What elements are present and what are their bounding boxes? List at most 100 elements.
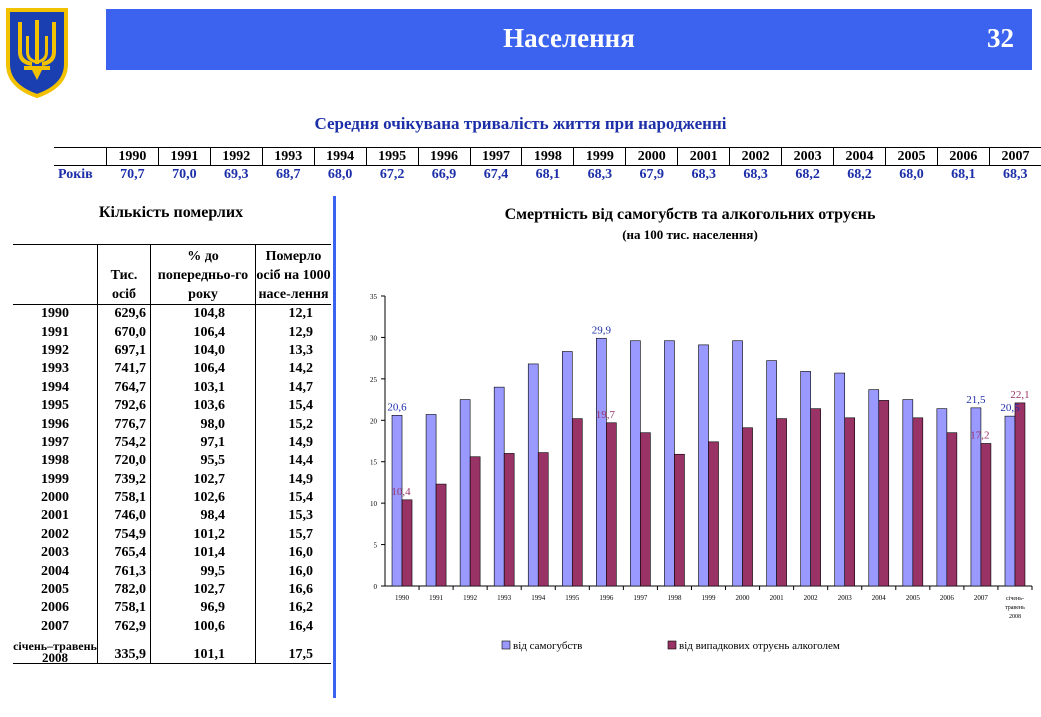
bar-series-1: [1004, 415, 1016, 587]
life-expectancy-table: 1990 1991 1992 1993 1994 1995 1996 1997 1998 1999…: [54, 147, 1041, 183]
row-percent: 99,5: [150, 562, 256, 581]
row-rate: 16,0: [255, 544, 331, 563]
life-expectancy-year: 1992: [209, 147, 263, 166]
x-tick-label: 1997: [633, 594, 648, 602]
deaths-header-year: [13, 244, 98, 305]
bar-series-1: [527, 363, 539, 587]
life-expectancy-value: 68,3: [743, 166, 768, 182]
bar-series-1: [902, 399, 914, 587]
deaths-table-row: 2005 782,0 102,7 16,6: [13, 580, 331, 600]
life-expectancy-value: 68,1: [951, 166, 976, 182]
data-label: 17,2: [970, 429, 989, 441]
row-rate: 14,9: [255, 433, 331, 453]
legend-label: від випадкових отруєнь алкоголем: [679, 640, 840, 652]
x-tick-label: 2004: [872, 594, 887, 602]
row-period-label: січень–травень: [13, 639, 97, 654]
row-year: 2002: [41, 526, 69, 542]
bar-series-1: [732, 340, 743, 587]
section-divider: [333, 196, 336, 698]
row-thousands: 754,9: [97, 525, 151, 545]
row-year: 1990: [41, 306, 69, 322]
deaths-table-row: 1997 754,2 97,1 14,9: [13, 433, 331, 453]
bar-series-2: [640, 432, 651, 587]
row-percent: 98,0: [150, 415, 256, 434]
bar-series-1: [596, 337, 607, 587]
data-label: 22,1: [1010, 389, 1029, 401]
row-percent: 101,1: [150, 636, 256, 665]
x-tick-label: 1999: [702, 594, 717, 602]
life-expectancy-year: 1995: [365, 147, 419, 166]
row-year: 1993: [41, 361, 69, 377]
row-rate: 16,2: [255, 599, 331, 618]
deaths-table-title: Кількість померлих: [98, 204, 244, 221]
bar-series-1: [664, 340, 675, 587]
row-percent: 100,6: [150, 617, 256, 637]
deaths-table-row: 1993 741,7 106,4 14,2: [13, 360, 331, 379]
bar-series-2: [503, 453, 515, 587]
row-year: 2003: [41, 545, 69, 561]
life-expectancy-year: 2002: [729, 147, 782, 166]
row-year: січень–травень 2008: [13, 636, 98, 664]
deaths-table-row: 2006 758,1 96,9 16,2: [13, 599, 331, 618]
bar-series-2: [435, 483, 447, 587]
data-label: 29,9: [592, 324, 612, 336]
bar-series-2: [912, 417, 924, 587]
y-tick-label: 25: [370, 376, 378, 384]
row-thousands: 741,7: [97, 360, 151, 379]
row-rate: 12,1: [255, 304, 331, 324]
bar-series-1: [459, 399, 471, 587]
row-percent: 97,1: [150, 433, 256, 453]
y-tick-label: 0: [374, 583, 378, 591]
bar-series-2: [776, 418, 787, 587]
life-expectancy-year: 1990: [105, 147, 159, 166]
life-expectancy-value: 68,3: [691, 166, 716, 182]
deaths-table-row: 2000 758,1 102,6 15,4: [13, 488, 331, 508]
row-rate: 16,0: [255, 562, 331, 581]
row-thousands: 782,0: [97, 580, 151, 600]
row-year: 1995: [41, 398, 69, 414]
x-tick-label: 1992: [463, 594, 478, 602]
x-tick-label: 1990: [395, 594, 410, 602]
x-tick-label: 1998: [667, 594, 682, 602]
coat-of-arms-icon: [6, 8, 68, 98]
row-rate: 16,4: [255, 617, 331, 637]
row-percent: 104,0: [150, 341, 256, 361]
row-year-label: 2008: [42, 650, 68, 666]
x-tick-label: 1993: [497, 594, 512, 602]
row-rate: 13,3: [255, 341, 331, 361]
x-tick-label: 1996: [599, 594, 614, 602]
row-rate: 15,7: [255, 525, 331, 545]
row-year: 1999: [41, 471, 69, 487]
deaths-header-thousands: Тис. осіб: [97, 244, 151, 305]
bar-series-2: [1014, 402, 1026, 587]
life-expectancy-value: 67,9: [639, 166, 665, 182]
deaths-table-row: 1991 670,0 106,4 12,9: [13, 323, 331, 342]
x-tick-label: 2000: [736, 594, 751, 602]
bar-series-1: [561, 351, 573, 587]
x-tick-label: 2007: [974, 594, 989, 602]
row-percent: 98,4: [150, 507, 256, 526]
life-expectancy-year: 2006: [936, 147, 990, 166]
row-rate: 16,6: [255, 580, 331, 600]
deaths-header-rate: Померло осіб на 1000 насе-лення: [255, 244, 331, 305]
bar-series-1: [391, 415, 403, 587]
life-expectancy-value: 68,2: [795, 166, 820, 182]
row-percent: 103,6: [150, 396, 256, 416]
row-percent: 101,2: [150, 525, 256, 545]
x-tick-label: 1991: [429, 594, 444, 602]
row-percent: 95,5: [150, 452, 256, 471]
bar-series-1: [834, 372, 846, 587]
row-year: 1998: [41, 453, 69, 469]
bar-series-1: [936, 408, 948, 587]
deaths-table: Тис. осіб % до попередньо-го року Померл…: [13, 244, 331, 664]
deaths-table-row: 2007 762,9 100,6 16,4: [13, 617, 331, 637]
row-thousands: 765,4: [97, 544, 151, 563]
y-tick-label: 15: [370, 459, 378, 467]
bar-series-2: [606, 422, 617, 587]
life-expectancy-year: 2004: [833, 147, 886, 166]
life-expectancy-value: 67,4: [483, 166, 509, 182]
row-thousands: 762,9: [97, 617, 151, 637]
data-label: 20,5: [1000, 402, 1020, 414]
deaths-table-row: 1992 697,1 104,0 13,3: [13, 341, 331, 361]
life-expectancy-year: 1991: [157, 147, 211, 166]
